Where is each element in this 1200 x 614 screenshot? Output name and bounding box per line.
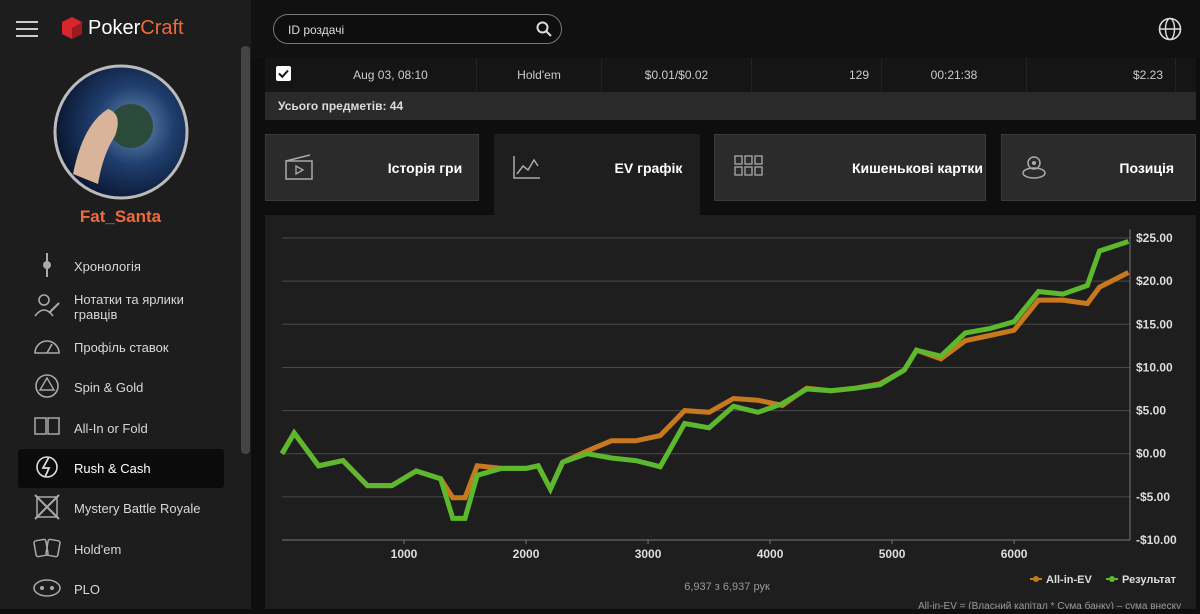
hands-count: 6,937 з 6,937 рук	[684, 581, 770, 593]
legend-label: Результат	[1122, 574, 1177, 586]
menu-item[interactable]: PLO	[18, 570, 224, 609]
menu-icon	[18, 492, 74, 525]
logo-accent: Craft	[140, 17, 184, 39]
menu-label: Hold'em	[74, 541, 122, 557]
x-tick-label: 3000	[635, 547, 662, 561]
total-count: Усього предметів: 44	[278, 99, 404, 113]
chart-panel: -$10.00 -$5.00 $0.00 $5.00 $10.00 $15.00 $20.0…	[265, 215, 1196, 612]
tab[interactable]: Позиція	[1001, 134, 1196, 201]
menu-item[interactable]: Хронологія	[18, 247, 224, 286]
language-icon[interactable]	[1158, 17, 1182, 41]
series-line	[279, 239, 1130, 521]
menu-icon	[18, 452, 74, 485]
menu-label: Хронологія	[74, 259, 141, 274]
menu-icon	[18, 290, 74, 323]
menu-item[interactable]: Mystery Battle Royale	[18, 489, 224, 528]
logo-text: Poker	[88, 17, 141, 39]
menu-item[interactable]: All-In or Fold	[18, 409, 224, 448]
search-icon[interactable]	[536, 21, 552, 37]
table-cell: 00:21:38	[882, 58, 1027, 92]
search-placeholder: ID роздачі	[288, 23, 345, 37]
table-cell: $0.01/$0.02	[602, 58, 752, 92]
series-line	[279, 270, 1130, 501]
y-tick-label: $20.00	[1136, 274, 1173, 288]
menu-label: Нотатки та ярлики гравців	[74, 291, 184, 322]
legend-dot	[1033, 576, 1039, 582]
menu-icon	[18, 412, 74, 445]
menu-label: Spin & Gold	[74, 380, 144, 396]
x-tick-label: 6000	[1001, 547, 1028, 561]
y-tick-label: -$10.00	[1136, 533, 1177, 547]
tab-label: EV графік	[614, 159, 683, 176]
scrollbar[interactable]	[241, 46, 250, 454]
logo: PokerCraft	[88, 17, 184, 40]
tab[interactable]: Історія гри	[265, 134, 479, 201]
tab[interactable]: Кишенькові картки	[714, 134, 986, 201]
logo-icon	[62, 17, 82, 39]
menu-icon	[18, 573, 74, 606]
menu-label: All-In or Fold	[74, 420, 148, 436]
username: Fat_Santa	[79, 207, 162, 226]
legend-label: All-in-EV	[1046, 574, 1092, 586]
menu-item[interactable]: Rush & Cash	[18, 449, 224, 488]
avatar	[53, 64, 189, 200]
x-tick-label: 1000	[391, 547, 418, 561]
y-tick-label: $5.00	[1136, 404, 1166, 418]
x-tick-label: 2000	[513, 547, 540, 561]
table-cell: 129	[752, 58, 882, 92]
menu-item[interactable]: Hold'em	[18, 530, 224, 569]
menu-label: Rush & Cash	[74, 461, 151, 476]
chart: -$10.00 -$5.00 $0.00 $5.00 $10.00 $15.00 $20.0…	[279, 229, 1181, 612]
table-cell: Hold'em	[477, 58, 602, 92]
y-tick-label: $10.00	[1136, 360, 1173, 374]
tab-label: Позиція	[1119, 159, 1175, 176]
y-tick-label: $0.00	[1136, 447, 1166, 461]
menu-item[interactable]: Профіль ставок	[18, 328, 224, 367]
total-bar: Усього предметів: 44	[265, 92, 1196, 120]
menu-label: Mystery Battle Royale	[74, 501, 201, 517]
menu-icon	[18, 533, 74, 566]
search-box[interactable]: ID роздачі	[273, 14, 562, 44]
menu-icon	[18, 250, 74, 283]
table-row[interactable]	[265, 58, 1196, 92]
menu-icon	[18, 331, 74, 364]
legend-dot	[1109, 576, 1115, 582]
sidebar: PokerCraft Fat_Santa Хронологія Нотатки т…	[0, 0, 251, 609]
x-tick-label: 5000	[879, 547, 906, 561]
x-tick-label: 4000	[757, 547, 784, 561]
row-checkbox[interactable]	[276, 66, 291, 81]
y-tick-label: -$5.00	[1136, 490, 1170, 504]
menu-label: Профіль ставок	[74, 339, 169, 355]
table-cell: $2.23	[1027, 58, 1176, 92]
top-bar: ID роздачі	[251, 0, 1200, 58]
menu-item[interactable]: Spin & Gold	[18, 368, 224, 407]
menu-item[interactable]: Нотатки та ярлики гравців	[18, 287, 224, 326]
menu-label: PLO	[74, 582, 101, 598]
menu-button[interactable]	[16, 20, 38, 38]
y-tick-label: $25.00	[1136, 231, 1173, 245]
y-tick-label: $15.00	[1136, 317, 1173, 331]
menu-icon	[18, 371, 74, 404]
footnote: All-in-EV = (Власний капітал * Сума банк…	[918, 600, 1181, 609]
tab[interactable]: EV графік	[494, 134, 700, 215]
tab-label: Історія гри	[387, 159, 463, 176]
table-cell: Aug 03, 08:10	[305, 58, 477, 92]
tab-label: Кишенькові картки	[851, 159, 984, 176]
